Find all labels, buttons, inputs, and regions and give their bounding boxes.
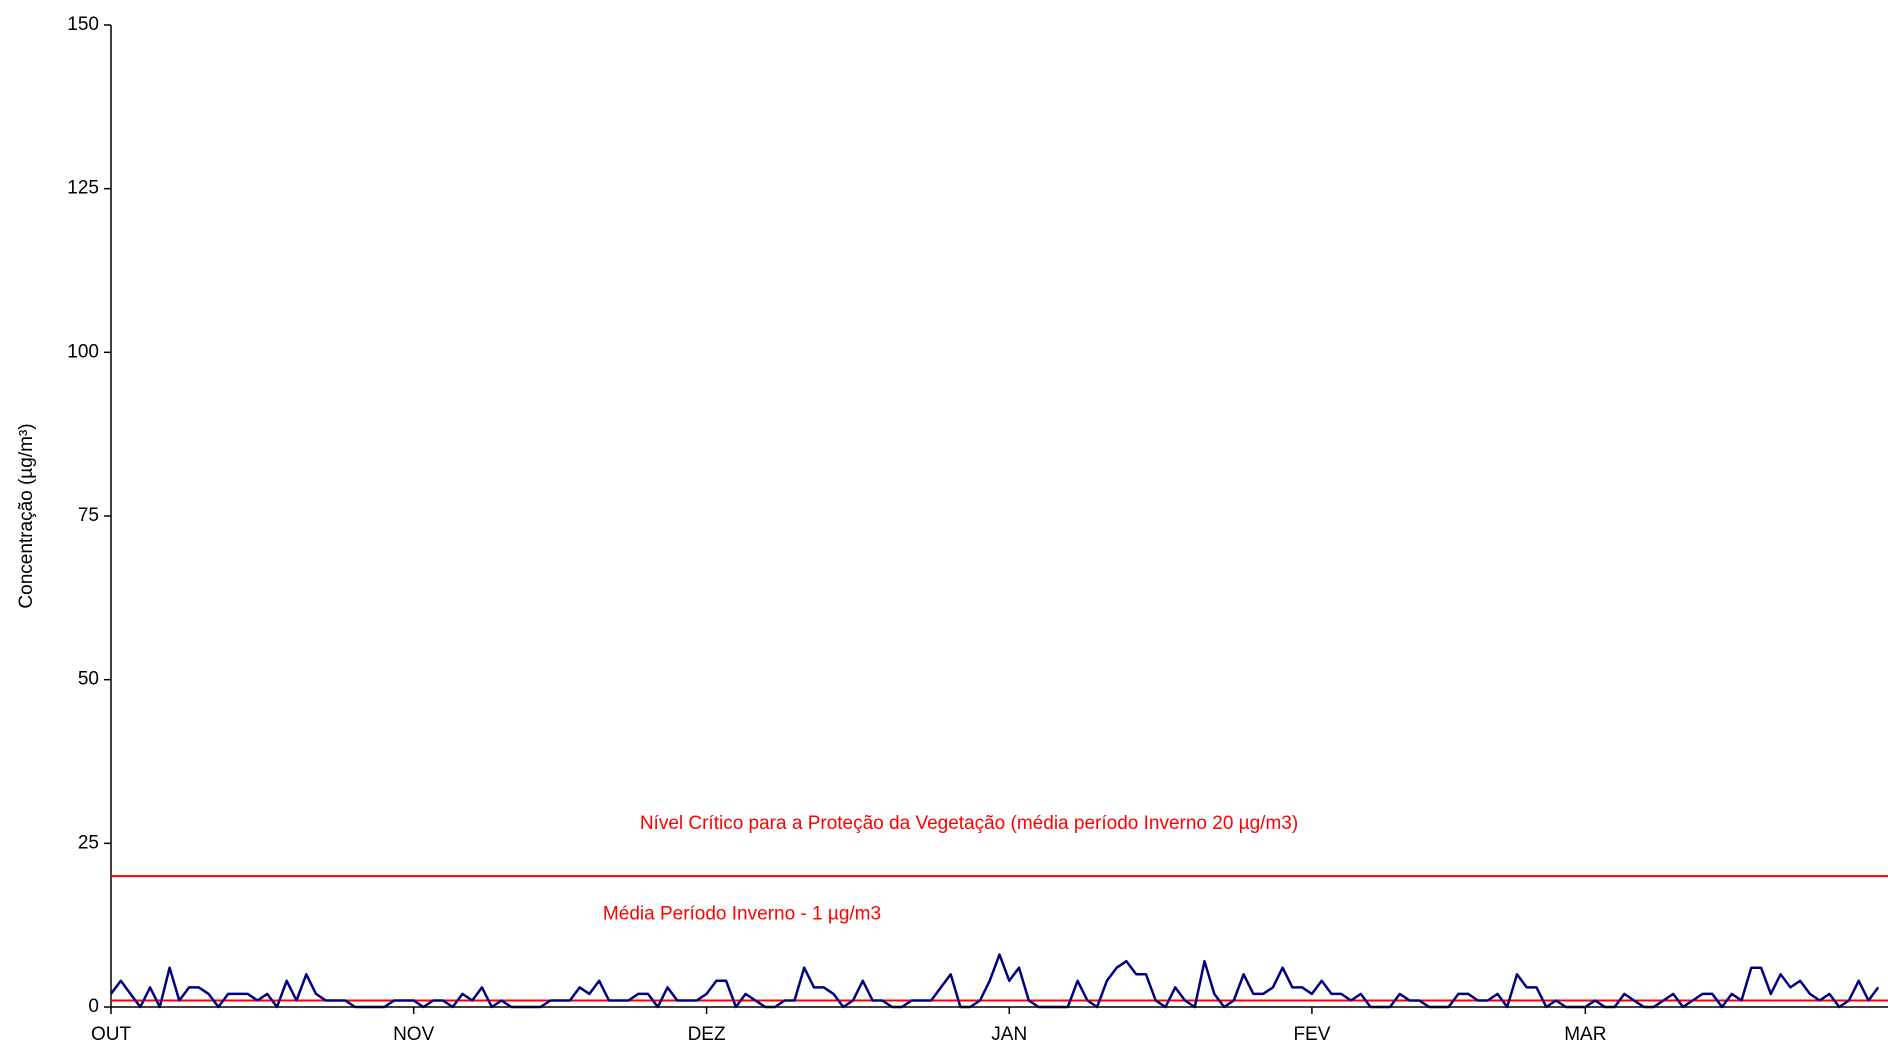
data-line [109, 953, 1880, 1009]
y-tick-label: 100 [67, 341, 99, 362]
x-tick-label: FEV [1293, 1024, 1330, 1045]
y-tick-label: 125 [67, 178, 99, 199]
y-axis-title: Concentração (µg/m³) [16, 423, 37, 608]
x-tick-label: OUT [91, 1024, 132, 1045]
y-tick-label: 150 [67, 14, 99, 35]
y-tick-label: 50 [78, 669, 99, 690]
reference-label: Média Período Inverno - 1 µg/m3 [603, 903, 881, 924]
reference-label: Nível Crítico para a Proteção da Vegetaç… [640, 813, 1298, 834]
x-tick-label: MAR [1564, 1024, 1606, 1045]
x-tick-label: DEZ [688, 1024, 726, 1045]
y-tick-label: 0 [88, 996, 99, 1017]
x-tick-label: NOV [393, 1024, 435, 1045]
x-tick-label: JAN [991, 1024, 1027, 1045]
y-tick-label: 25 [78, 832, 99, 853]
y-tick-label: 75 [78, 505, 99, 526]
